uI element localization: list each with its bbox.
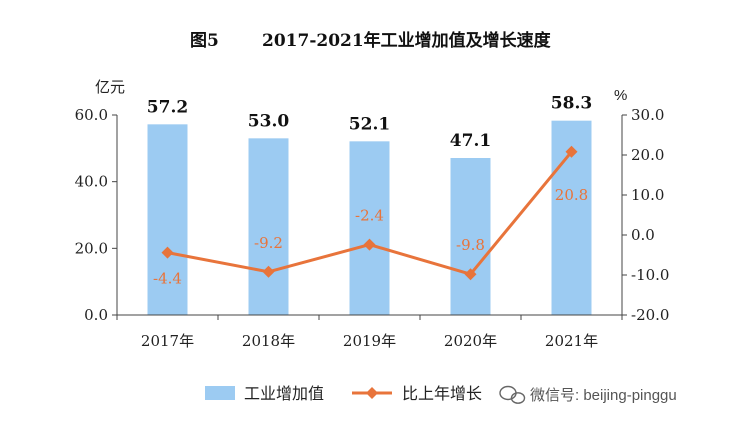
wechat-icon [499,385,526,404]
bars-layer [147,120,592,316]
line-layer [161,145,578,281]
growth-value-label-4: 20.8 [555,186,588,204]
bar-3 [450,158,491,315]
left-tick-label-1: 20.0 [75,239,108,257]
growth-marker-3 [464,268,477,281]
legend: 工业增加值 比上年增长 [205,385,482,403]
bar-2 [349,141,390,315]
watermark-bg [490,380,722,410]
labels-layer: 57.2 53.0 52.1 47.1 58.3 -4.4 -9.2 -2.4 -9.8 20.8 [147,94,592,288]
right-tick-label-0: -20.0 [631,306,669,324]
right-tick-label-1: -10.0 [631,266,669,284]
growth-value-label-3: -9.8 [456,236,485,254]
growth-value-label-1: -9.2 [254,234,283,252]
legend-bar-swatch [205,386,235,400]
legend-line-marker [366,387,378,399]
bar-value-label-2: 52.1 [349,114,390,134]
growth-value-label-2: -2.4 [355,207,384,225]
axes-layer: 0.0 20.0 40.0 60.0 -20.0 -10.0 0.0 10.0 20.0 30.0… [75,106,670,350]
watermark: 微信号: beijing-pinggu [490,380,722,410]
left-tick-label-3: 60.0 [75,106,108,124]
chart-title: 2017-2021年工业增加值及增长速度 [262,30,552,51]
bar-value-label-1: 53.0 [248,111,290,131]
left-axis-unit: 亿元 [95,79,125,96]
right-axis-unit: % [614,87,627,104]
bar-value-label-4: 58.3 [551,94,592,114]
left-tick-label-2: 40.0 [75,173,108,191]
watermark-text: 微信号: beijing-pinggu [530,387,677,404]
x-tick-label-4: 2021年 [545,332,598,350]
x-tick-label-1: 2018年 [242,332,295,350]
bar-value-label-0: 57.2 [147,97,188,117]
legend-line-label: 比上年增长 [402,385,482,403]
right-tick-label-3: 10.0 [631,186,664,204]
right-tick-label-4: 20.0 [631,146,664,164]
growth-marker-2 [363,238,376,251]
growth-marker-4 [565,145,578,158]
x-tick-label-2: 2019年 [343,332,396,350]
growth-marker-0 [161,246,174,259]
growth-marker-1 [262,265,275,278]
growth-value-label-0: -4.4 [153,270,182,288]
right-tick-label-5: 30.0 [631,106,664,124]
bar-0 [147,124,188,315]
legend-bar-label: 工业增加值 [244,385,324,403]
x-tick-label-3: 2020年 [444,332,497,350]
left-tick-label-0: 0.0 [84,306,108,324]
bar-value-label-3: 47.1 [450,131,491,151]
x-tick-label-0: 2017年 [141,332,194,350]
right-tick-label-2: 0.0 [631,226,655,244]
bar-1 [248,138,289,315]
figure-number: 图5 [190,31,219,51]
